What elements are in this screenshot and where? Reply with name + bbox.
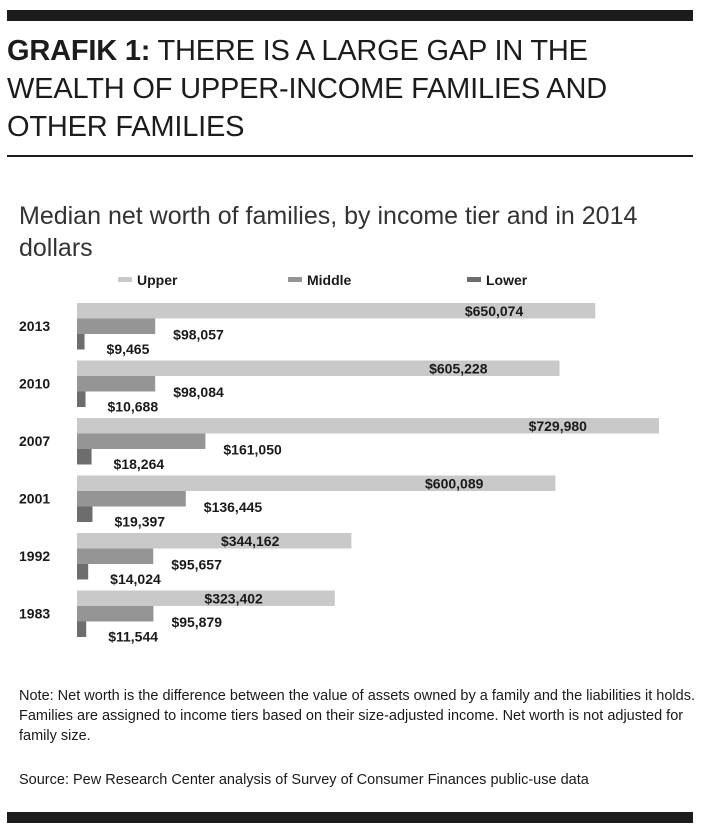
data-label-lower: $9,465 xyxy=(107,341,150,357)
data-label-lower: $10,688 xyxy=(108,399,159,415)
note-full: Note: Net worth is the difference betwee… xyxy=(19,688,695,744)
legend-label-middle: Middle xyxy=(307,272,352,288)
category-label: 1992 xyxy=(19,548,50,564)
category-label: 2001 xyxy=(19,491,50,507)
bar-lower xyxy=(77,621,87,637)
chart-note: Note: Net worth is the difference betwee… xyxy=(19,686,701,746)
heading-text: THERE IS A LARGE GAP IN THE WEALTH OF UP… xyxy=(7,35,607,143)
data-label-middle: $161,050 xyxy=(223,442,282,458)
bar-lower xyxy=(77,506,93,522)
bottom-rule xyxy=(7,812,693,823)
heading-rule xyxy=(7,155,693,157)
data-label-middle: $95,879 xyxy=(171,614,222,630)
page-heading: GRAFIK 1: THERE IS A LARGE GAP IN THE WE… xyxy=(7,32,687,146)
data-label-middle: $136,445 xyxy=(204,499,263,515)
data-label-middle: $98,057 xyxy=(173,327,224,343)
data-label-middle: $95,657 xyxy=(171,557,222,573)
bar-lower xyxy=(77,564,89,580)
data-label-lower: $19,397 xyxy=(114,514,165,530)
chart-source: Source: Pew Research Center analysis of … xyxy=(19,772,589,788)
data-label-upper: $729,980 xyxy=(529,418,588,434)
bar-upper xyxy=(77,360,560,376)
legend-label-lower: Lower xyxy=(486,272,528,288)
category-label: 1983 xyxy=(19,606,50,622)
bar-upper xyxy=(77,475,556,491)
bar-upper xyxy=(77,590,335,606)
category-label: 2007 xyxy=(19,433,50,449)
data-label-upper: $605,228 xyxy=(429,361,488,377)
legend-swatch-upper xyxy=(118,277,132,282)
data-label-upper: $650,074 xyxy=(465,303,524,319)
bar-middle xyxy=(77,606,154,622)
data-label-lower: $18,264 xyxy=(114,456,165,472)
bar-middle xyxy=(77,491,186,507)
category-label: 2013 xyxy=(19,318,50,334)
bar-middle xyxy=(77,433,206,449)
bar-upper xyxy=(77,533,352,549)
bar-lower xyxy=(77,334,85,350)
data-label-upper: $323,402 xyxy=(204,591,263,607)
bar-chart: Upper Middle Lower 2013 $650,074 $98,057 $9,46… xyxy=(19,272,659,645)
legend-label-upper: Upper xyxy=(137,272,178,288)
bar-lower xyxy=(77,449,92,465)
bar-lower xyxy=(77,391,86,407)
chart-title: Median net worth of families, by income … xyxy=(19,202,638,262)
data-label-middle: $98,084 xyxy=(173,384,224,400)
data-label-lower: $11,544 xyxy=(108,629,158,645)
bar-upper xyxy=(77,303,596,319)
category-label: 2010 xyxy=(19,376,50,392)
data-label-upper: $344,162 xyxy=(221,533,280,549)
bar-middle xyxy=(77,318,156,334)
top-rule xyxy=(7,10,693,21)
bar-upper xyxy=(77,418,659,434)
legend-swatch-middle xyxy=(288,277,302,282)
data-label-upper: $600,089 xyxy=(425,476,484,492)
heading-lead: GRAFIK 1: xyxy=(7,35,151,67)
bar-middle xyxy=(77,548,154,564)
bar-middle xyxy=(77,376,156,392)
legend-swatch-lower xyxy=(467,277,481,282)
data-label-lower: $14,024 xyxy=(110,571,161,587)
